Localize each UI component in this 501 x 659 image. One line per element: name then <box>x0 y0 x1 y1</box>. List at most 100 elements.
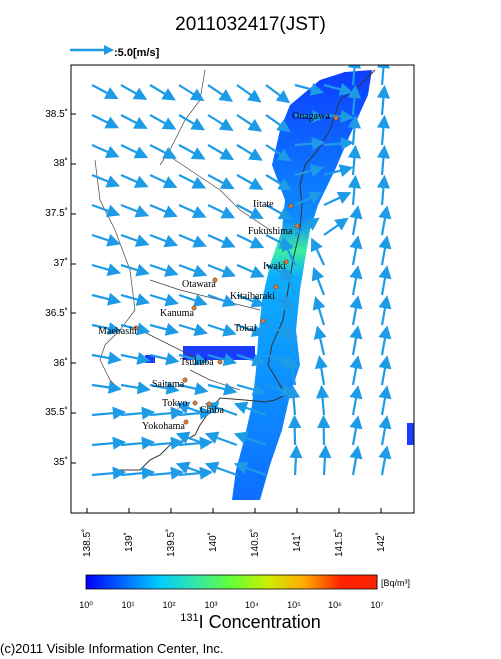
colorbar-segment <box>267 575 305 589</box>
city-marker <box>191 305 197 311</box>
wind-vectors <box>91 65 392 480</box>
wind-arrow <box>120 203 150 218</box>
wind-arrow <box>294 109 326 124</box>
lon-label: 140.5˚ <box>250 528 261 557</box>
wind-arrow <box>294 164 325 178</box>
city-marker <box>333 115 339 121</box>
lon-label: 139˚ <box>124 531 135 552</box>
wind-arrow <box>284 325 298 356</box>
city-label-tokai: Tokai <box>234 323 257 334</box>
wind-arrow <box>236 204 264 219</box>
wind-arrow <box>91 143 120 158</box>
wind-arrow <box>347 84 362 116</box>
city-label-fukushima: Fukushima <box>248 226 293 237</box>
wind-arrow <box>376 84 391 116</box>
wind-arrow <box>265 84 291 104</box>
lat-label: 35˚ <box>53 457 68 468</box>
wind-arrow <box>91 406 127 420</box>
city-label-yokohama: Yokohama <box>142 421 185 432</box>
wind-arrow <box>236 323 266 337</box>
wind-arrow <box>178 174 207 189</box>
wind-arrow <box>347 114 362 146</box>
wind-arrow <box>149 174 178 189</box>
wind-arrow <box>149 352 180 366</box>
city-label-kanuma: Kanuma <box>160 308 194 319</box>
wind-arrow <box>178 293 208 307</box>
city-label-tsukuba: Tsukuba <box>180 357 214 368</box>
lat-label: 38˚ <box>53 158 68 169</box>
wind-arrow <box>233 431 267 447</box>
isotope-mass-number: 131 <box>180 612 199 624</box>
wind-arrow <box>178 114 205 131</box>
lat-label: 38.5˚ <box>45 109 68 120</box>
wind-arrow <box>120 293 151 306</box>
colorbar-segment <box>158 575 196 589</box>
wind-arrow <box>236 144 263 161</box>
wind-arrow <box>312 296 326 326</box>
colorbar-tick-label: 10⁷ <box>370 600 384 610</box>
wind-arrow <box>149 114 177 130</box>
lon-label: 141.5˚ <box>334 528 345 557</box>
wind-arrow <box>178 233 207 248</box>
city-label-onagawa: Onagawa <box>292 111 330 122</box>
wind-arrow <box>265 114 291 133</box>
colorbar-tick-label: 10⁰ <box>79 600 93 610</box>
wind-arrow <box>178 382 209 396</box>
wind-arrow <box>378 445 392 476</box>
wind-arrow <box>288 414 302 446</box>
wind-arrow <box>349 205 363 236</box>
wind-arrow <box>175 461 209 477</box>
wind-arrow <box>347 144 362 176</box>
wind-arrow <box>91 322 122 335</box>
wind-arrow <box>120 436 156 450</box>
wind-arrow <box>207 293 237 308</box>
lon-label: 142˚ <box>376 531 387 552</box>
wind-arrow <box>294 82 325 96</box>
wind-arrow <box>207 174 235 190</box>
copyright-footer: (c)2011 Visible Information Center, Inc. <box>0 641 224 656</box>
wind-arrow <box>236 84 262 103</box>
wind-arrow <box>265 144 292 162</box>
wind-arrow <box>236 174 264 190</box>
city-label-iitate: Iitate <box>253 199 274 210</box>
wind-arrow <box>349 235 363 266</box>
wind-arrow <box>236 293 266 308</box>
wind-arrow <box>91 203 121 218</box>
colorbar-segment <box>122 575 160 589</box>
wind-arrow <box>285 355 299 386</box>
wind-arrow <box>91 292 122 306</box>
wind-arrow <box>311 266 326 296</box>
wind-arrow <box>120 466 156 480</box>
colorbar-tick-label: 10³ <box>204 600 218 610</box>
lon-label: 141˚ <box>292 531 303 552</box>
city-marker <box>183 419 189 425</box>
wind-arrow <box>294 191 323 206</box>
wind-arrow <box>178 263 208 278</box>
city-label-iwaki: Iwaki <box>263 261 286 272</box>
wind-arrow <box>207 263 237 278</box>
wind-arrow <box>120 381 151 395</box>
city-marker <box>273 284 279 290</box>
wind-arrow <box>149 381 180 395</box>
wind-arrow <box>149 144 177 159</box>
wind-arrow <box>310 237 325 266</box>
wind-arrow <box>378 265 392 296</box>
wind-arrow <box>178 84 205 102</box>
wind-arrow <box>349 415 363 446</box>
wind-arrow <box>120 263 150 277</box>
colorbar-tick-label: 10¹ <box>121 600 135 610</box>
colorbar-tick-label: 10² <box>162 600 176 610</box>
lat-label: 36˚ <box>53 358 68 369</box>
wind-arrow <box>91 173 121 188</box>
wind-arrow <box>349 385 363 416</box>
wind-arrow <box>207 114 234 131</box>
wind-arrow <box>149 466 185 480</box>
wind-arrow <box>347 174 362 206</box>
colorbar-segment <box>195 575 232 589</box>
wind-arrow <box>120 144 149 159</box>
lon-label: 138.5˚ <box>82 528 93 557</box>
wind-arrow <box>294 136 326 151</box>
city-marker <box>206 401 212 407</box>
reference-vector-arrow <box>70 45 114 55</box>
wind-arrow <box>376 65 391 86</box>
